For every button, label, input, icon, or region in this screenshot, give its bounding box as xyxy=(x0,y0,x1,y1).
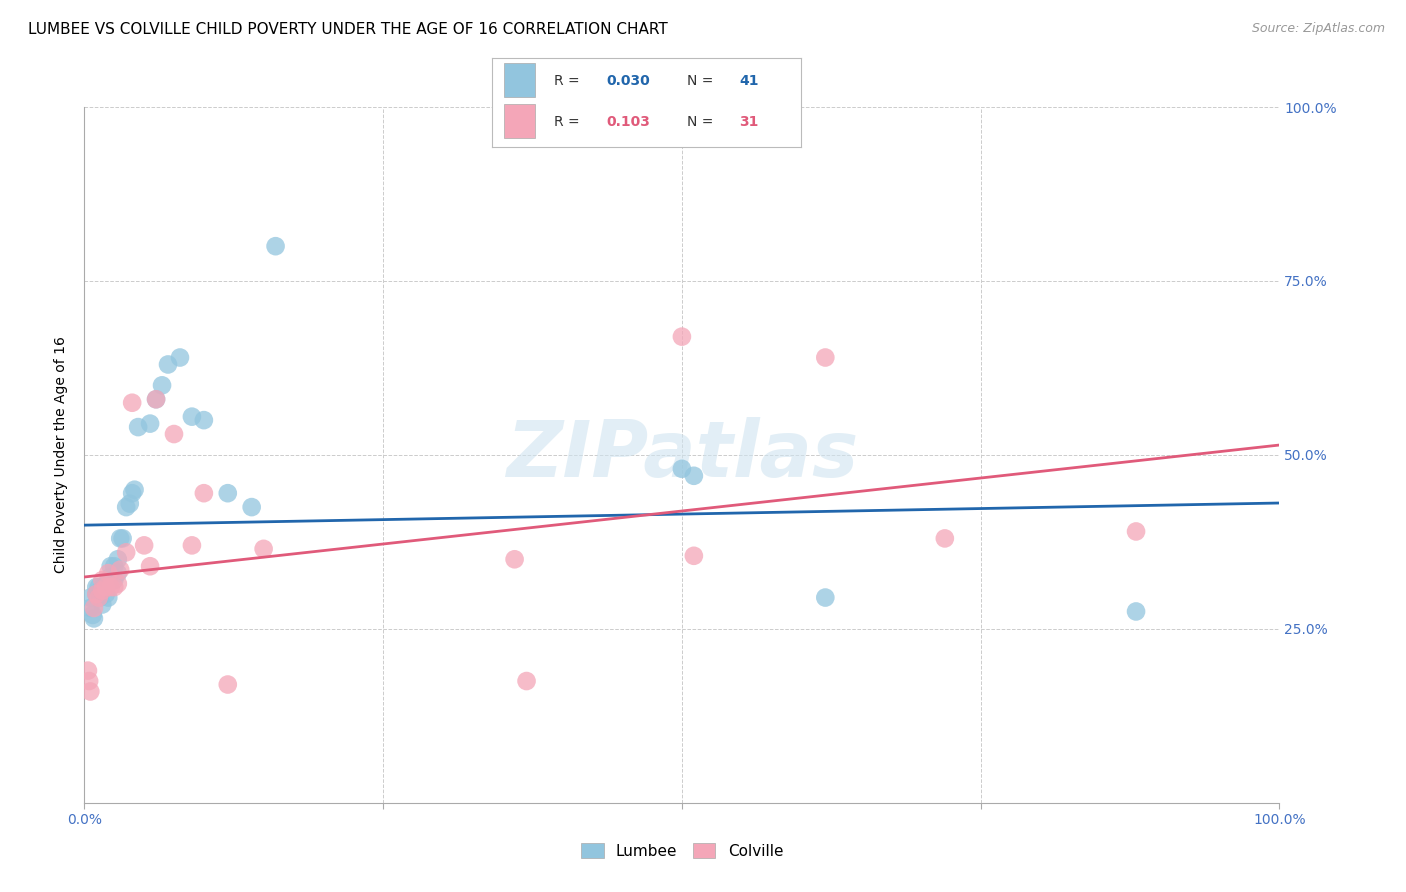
Point xyxy=(503,552,526,566)
Point xyxy=(97,573,120,587)
Point xyxy=(83,601,105,615)
Point xyxy=(145,392,167,407)
Point xyxy=(103,559,125,574)
Point xyxy=(118,497,141,511)
Point xyxy=(121,486,143,500)
Point xyxy=(91,583,114,598)
Point xyxy=(110,532,132,546)
Point xyxy=(683,549,704,563)
Point xyxy=(169,351,191,365)
Point xyxy=(1125,524,1147,539)
Point xyxy=(97,591,120,605)
Point xyxy=(163,427,186,442)
Text: LUMBEE VS COLVILLE CHILD POVERTY UNDER THE AGE OF 16 CORRELATION CHART: LUMBEE VS COLVILLE CHILD POVERTY UNDER T… xyxy=(28,22,668,37)
Point xyxy=(91,580,114,594)
Point xyxy=(91,573,114,587)
Text: ZIPatlas: ZIPatlas xyxy=(506,417,858,493)
Point xyxy=(77,674,100,689)
Point xyxy=(111,532,134,546)
Point xyxy=(103,580,125,594)
Text: Source: ZipAtlas.com: Source: ZipAtlas.com xyxy=(1251,22,1385,36)
Point xyxy=(180,409,202,424)
Point xyxy=(253,541,276,556)
Point xyxy=(79,601,101,615)
Point xyxy=(94,580,117,594)
Point xyxy=(139,559,162,574)
Point xyxy=(132,538,156,552)
Point xyxy=(86,580,108,594)
Point xyxy=(86,587,108,601)
Point xyxy=(91,598,114,612)
Point xyxy=(107,552,129,566)
Point xyxy=(89,591,111,605)
FancyBboxPatch shape xyxy=(505,104,536,138)
Text: 0.103: 0.103 xyxy=(606,115,651,129)
Point xyxy=(107,576,129,591)
Point xyxy=(1125,605,1147,619)
Point xyxy=(100,559,122,574)
Point xyxy=(124,483,146,497)
Point xyxy=(180,538,202,552)
Point xyxy=(145,392,167,407)
Point xyxy=(115,545,138,559)
Point xyxy=(87,591,110,605)
Point xyxy=(934,532,956,546)
Text: R =: R = xyxy=(554,74,579,88)
Point xyxy=(240,500,263,514)
Point xyxy=(94,580,117,594)
Point xyxy=(150,378,173,392)
Text: 0.030: 0.030 xyxy=(606,74,651,88)
Point xyxy=(516,674,538,689)
Point xyxy=(217,677,239,691)
Text: N =: N = xyxy=(688,74,713,88)
Y-axis label: Child Poverty Under the Age of 16: Child Poverty Under the Age of 16 xyxy=(55,336,69,574)
Point xyxy=(94,587,117,601)
Point xyxy=(77,664,100,678)
Point xyxy=(814,351,837,365)
Point xyxy=(97,566,120,581)
Point xyxy=(83,611,105,625)
Point xyxy=(683,468,704,483)
Point xyxy=(100,580,122,594)
Point xyxy=(115,500,138,514)
Point xyxy=(193,486,215,500)
Point xyxy=(217,486,239,500)
Point xyxy=(79,591,101,605)
Point xyxy=(157,358,180,372)
Point xyxy=(139,417,162,431)
Point xyxy=(814,591,837,605)
Point xyxy=(79,684,101,698)
FancyBboxPatch shape xyxy=(505,63,536,97)
Text: R =: R = xyxy=(554,115,579,129)
Point xyxy=(87,580,110,594)
Legend: Lumbee, Colville: Lumbee, Colville xyxy=(575,837,789,864)
Point xyxy=(264,239,287,253)
Text: 41: 41 xyxy=(740,74,759,88)
Point xyxy=(110,563,132,577)
Point xyxy=(103,573,125,587)
Point xyxy=(671,462,693,476)
Point xyxy=(100,570,122,584)
Text: N =: N = xyxy=(688,115,713,129)
Point xyxy=(193,413,215,427)
Text: 31: 31 xyxy=(740,115,759,129)
Point xyxy=(86,587,108,601)
Point xyxy=(671,329,693,343)
Point xyxy=(82,607,104,622)
Point xyxy=(121,396,143,410)
Point xyxy=(127,420,149,434)
Point xyxy=(107,566,129,581)
